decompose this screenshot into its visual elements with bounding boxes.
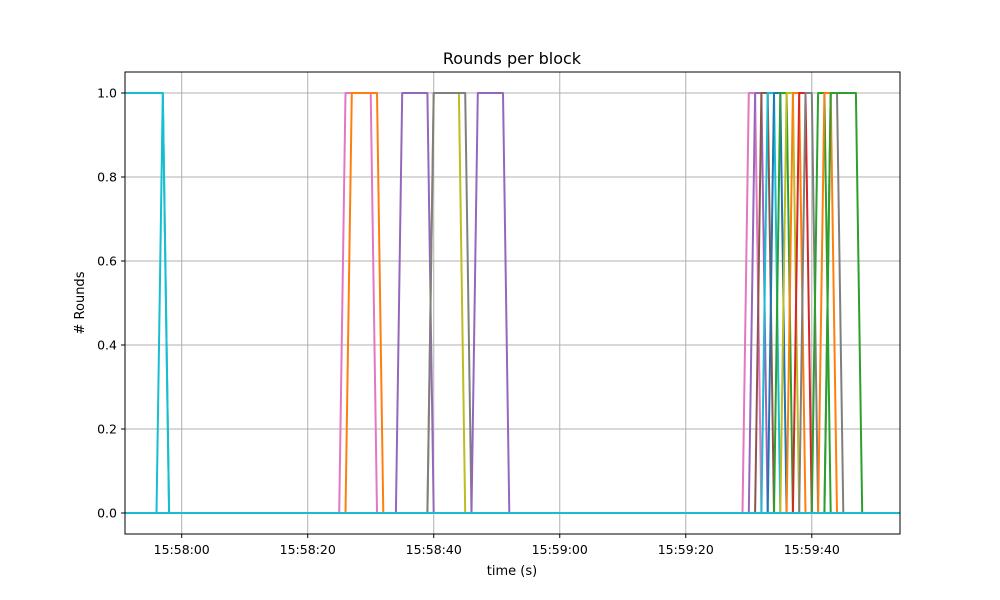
x-tick-label: 15:58:20 (280, 542, 336, 557)
y-tick-label: 1.0 (97, 86, 117, 101)
y-tick-label: 0.6 (97, 254, 117, 269)
plot-frame (124, 71, 901, 535)
y-tick-label: 0.4 (97, 338, 117, 353)
x-tick-label: 15:59:40 (784, 542, 840, 557)
series-lines (125, 92, 900, 514)
y-tick-label: 0.2 (97, 422, 117, 437)
x-axis-label: time (s) (487, 564, 537, 579)
y-tick-label: 0.0 (97, 506, 117, 521)
x-tick-label: 15:58:40 (406, 542, 462, 557)
x-tick-label: 15:59:00 (532, 542, 588, 557)
y-axis-label: # Rounds (73, 271, 88, 334)
y-tick-label: 0.8 (97, 170, 117, 185)
x-tick-label: 15:58:00 (154, 542, 210, 557)
x-axis-ticks: 15:58:00 15:58:20 15:58:40 15:59:00 15:59:20… (154, 534, 840, 557)
x-tick-label: 15:59:20 (658, 542, 714, 557)
series-line-15 (125, 92, 900, 514)
chart-title: Rounds per block (443, 49, 582, 68)
y-axis-ticks: 0.0 0.2 0.4 0.6 0.8 1.0 (97, 86, 125, 521)
